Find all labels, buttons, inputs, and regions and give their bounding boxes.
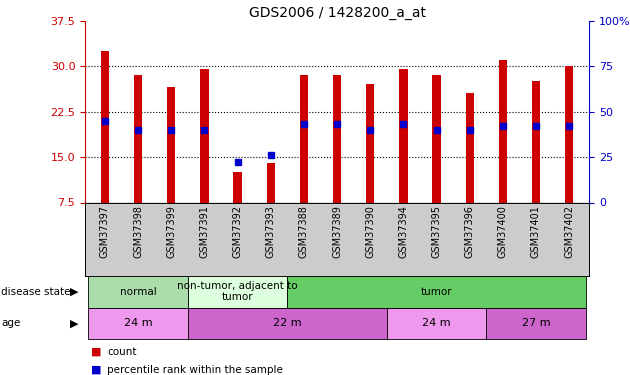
Bar	[167, 87, 175, 202]
Text: GSM37389: GSM37389	[332, 206, 342, 258]
Bar	[88, 308, 188, 339]
Text: 24 m: 24 m	[422, 318, 451, 328]
Bar	[234, 172, 242, 202]
Text: GSM37394: GSM37394	[398, 206, 408, 258]
Bar	[565, 66, 573, 203]
Bar	[466, 93, 474, 202]
Text: GSM37388: GSM37388	[299, 206, 309, 258]
Text: GSM37396: GSM37396	[465, 206, 474, 258]
Text: percentile rank within the sample: percentile rank within the sample	[107, 364, 283, 375]
Bar	[300, 75, 308, 202]
Text: GSM37397: GSM37397	[100, 206, 110, 258]
Bar	[287, 276, 586, 308]
Text: GSM37399: GSM37399	[166, 206, 176, 258]
Text: GSM37390: GSM37390	[365, 206, 375, 258]
Bar	[399, 69, 408, 203]
Bar	[499, 60, 507, 202]
Text: 27 m: 27 m	[522, 318, 551, 328]
Text: GSM37395: GSM37395	[432, 206, 442, 258]
Bar	[432, 75, 440, 202]
Bar	[387, 308, 486, 339]
Bar	[266, 163, 275, 202]
Bar	[134, 75, 142, 202]
Text: normal: normal	[120, 286, 156, 297]
Text: ▶: ▶	[71, 318, 79, 328]
Bar	[188, 308, 387, 339]
Bar	[88, 276, 188, 308]
Text: non-tumor, adjacent to
tumor: non-tumor, adjacent to tumor	[177, 281, 298, 302]
Text: GSM37392: GSM37392	[232, 206, 243, 258]
Bar	[532, 81, 540, 203]
Text: ▶: ▶	[71, 286, 79, 297]
Bar	[333, 75, 341, 202]
Text: count: count	[107, 347, 137, 357]
Text: ■: ■	[91, 347, 102, 357]
Title: GDS2006 / 1428200_a_at: GDS2006 / 1428200_a_at	[249, 6, 425, 20]
Text: GSM37398: GSM37398	[133, 206, 143, 258]
Text: 24 m: 24 m	[123, 318, 152, 328]
Text: GSM37391: GSM37391	[200, 206, 209, 258]
Text: 22 m: 22 m	[273, 318, 302, 328]
Text: GSM37393: GSM37393	[266, 206, 276, 258]
Text: ■: ■	[91, 364, 102, 375]
Text: GSM37400: GSM37400	[498, 206, 508, 258]
Text: GSM37401: GSM37401	[531, 206, 541, 258]
Text: disease state: disease state	[1, 286, 71, 297]
Text: tumor: tumor	[421, 286, 452, 297]
Bar	[486, 308, 586, 339]
Text: age: age	[1, 318, 21, 328]
Bar	[200, 69, 209, 203]
Bar	[101, 51, 109, 202]
Text: GSM37402: GSM37402	[564, 206, 574, 258]
Bar	[188, 276, 287, 308]
Bar	[366, 84, 374, 203]
